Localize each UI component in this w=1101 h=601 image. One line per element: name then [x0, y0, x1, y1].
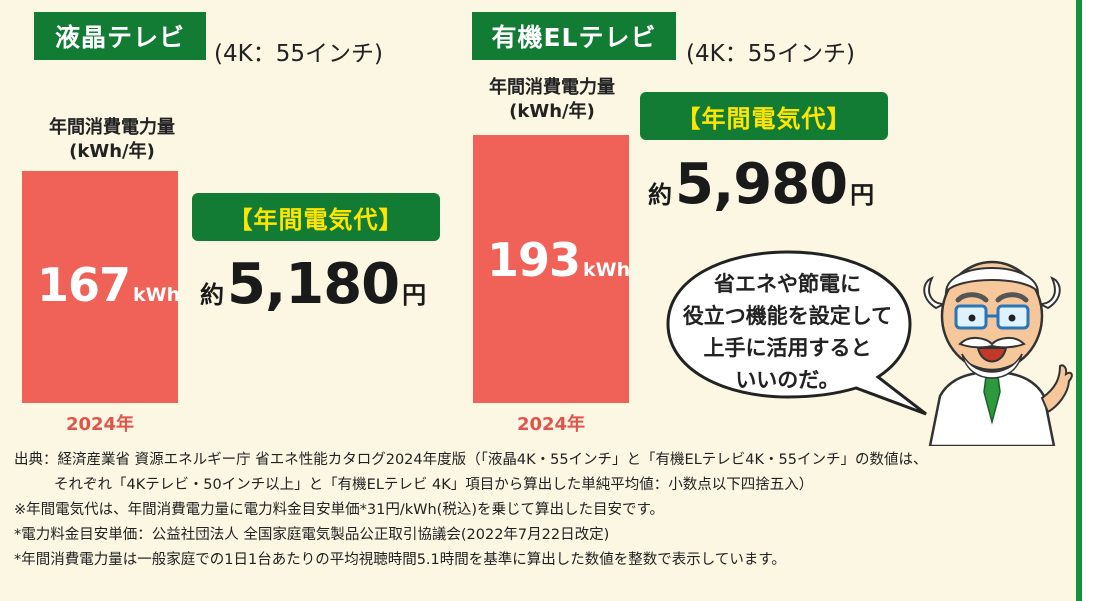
footnote-source-2: それぞれ「4Kテレビ・50インチ以上」と「有機ELテレビ 4K」項目から算出した…	[54, 477, 814, 493]
bar-value-lcd: 167 kWh	[37, 258, 180, 312]
bar-value-number: 167	[37, 258, 131, 312]
chart-title-lcd: 液晶テレビ	[34, 12, 206, 60]
bar-lcd-2024	[22, 171, 178, 403]
bar-oled-2024	[473, 135, 629, 403]
bar-value-unit: kWh	[133, 284, 181, 306]
cost-label-lcd: 【年間電気代】	[192, 193, 440, 241]
ylabel-lcd: 年間消費電力量 (kWh/年)	[22, 116, 202, 164]
cost-label-oled: 【年間電気代】	[640, 92, 888, 140]
chart-subtitle-oled: (4K：55インチ)	[686, 41, 855, 67]
bubble-line: 役立つ機能を設定して	[682, 304, 893, 328]
price-prefix: 約	[648, 181, 672, 209]
footnote-source-1: 出典：経済産業省 資源エネルギー庁 省エネ性能カタログ2024年度版（「液晶4K…	[14, 452, 928, 468]
footnote-consumption: *年間消費電力量は一般家庭での1日1台あたりの平均視聴時間5.1時間を基準に算出…	[14, 552, 786, 568]
bar-value-number: 193	[487, 233, 581, 287]
ylabel-line-2: (kWh/年)	[509, 101, 595, 122]
cost-price-lcd: 約 5,180 円	[200, 252, 426, 317]
bubble-line: 省エネや節電に	[714, 272, 861, 296]
tick-label-lcd: 2024年	[65, 414, 135, 435]
bubble-line: いいのだ。	[735, 368, 840, 392]
right-margin	[1082, 0, 1101, 601]
footnotes: 出典：経済産業省 資源エネルギー庁 省エネ性能カタログ2024年度版（「液晶4K…	[14, 448, 1074, 573]
tick-label-oled: 2024年	[516, 414, 586, 435]
price-amount: 5,980	[675, 152, 848, 217]
bar-value-oled: 193 kWh	[487, 233, 630, 287]
right-border-bar	[1076, 0, 1082, 601]
footnote-cost: ※年間電気代は、年間消費電力量に電力料金目安単価*31円/kWh(税込)を乗じて…	[14, 502, 665, 518]
chart-title-oled: 有機ELテレビ	[472, 12, 676, 60]
bar-value-unit: kWh	[583, 259, 631, 281]
cost-price-oled: 約 5,980 円	[648, 152, 874, 217]
professor-character-icon	[923, 260, 1073, 446]
bubble-line: 上手に活用すると	[703, 336, 872, 360]
price-amount: 5,180	[227, 252, 400, 317]
speech-bubble-icon	[666, 250, 927, 416]
price-unit: 円	[402, 281, 427, 309]
ylabel-line-2: (kWh/年)	[69, 141, 155, 162]
footnote-unit-price: *電力料金目安単価：公益社団法人 全国家庭電気製品公正取引協議会(2022年7月…	[14, 527, 610, 543]
speech-bubble-text: 省エネや節電に 役立つ機能を設定して 上手に活用すると いいのだ。	[640, 268, 935, 396]
ylabel-line-1: 年間消費電力量	[49, 117, 175, 138]
chart-subtitle-lcd: (4K：55インチ)	[214, 41, 383, 67]
price-unit: 円	[850, 181, 875, 209]
price-prefix: 約	[200, 281, 224, 309]
ylabel-oled: 年間消費電力量 (kWh/年)	[462, 76, 642, 124]
ylabel-line-1: 年間消費電力量	[489, 77, 615, 98]
